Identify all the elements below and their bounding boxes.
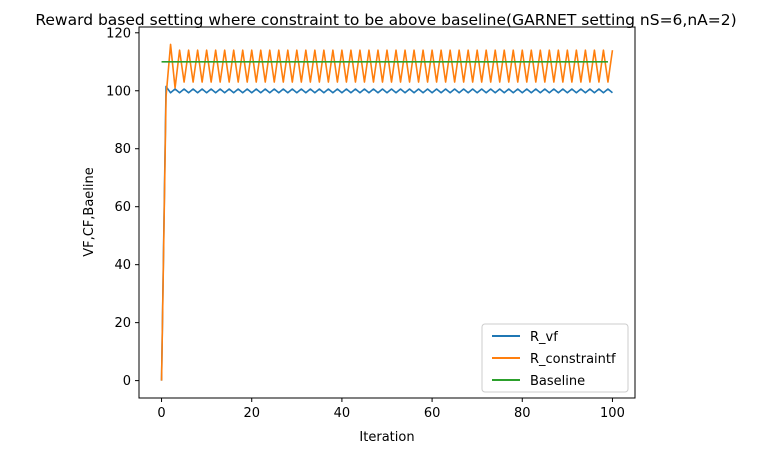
y-axis: 0 20 40 60 80 100 120	[106, 26, 139, 389]
series-line-r-constraintf	[160, 43, 614, 381]
x-axis-label: Iteration	[359, 430, 414, 445]
x-axis: 0 20 40 60 80 100	[157, 398, 625, 421]
y-tick-label: 100	[106, 84, 131, 99]
legend-label-baseline: Baseline	[530, 374, 585, 389]
legend: R_vf R_constraintf Baseline	[481, 323, 629, 393]
y-axis-label: VF,CF,Baeline	[82, 167, 97, 257]
x-tick-label: 80	[514, 406, 531, 421]
legend-label-r-vf: R_vf	[530, 330, 558, 345]
x-tick-label: 0	[157, 406, 165, 421]
y-tick-label: 60	[114, 200, 131, 215]
x-tick-label: 40	[334, 406, 351, 421]
y-tick-label: 120	[106, 26, 131, 41]
legend-box	[481, 323, 629, 393]
x-tick-label: 60	[424, 406, 441, 421]
series-line-r-vf	[160, 85, 613, 381]
x-tick-label: 20	[243, 406, 260, 421]
x-tick-label: 100	[600, 406, 625, 421]
y-tick-label: 40	[114, 258, 131, 273]
y-tick-label: 20	[114, 316, 131, 331]
y-tick-label: 80	[114, 142, 131, 157]
legend-label-r-constraintf: R_constraintf	[530, 352, 616, 367]
plot-area	[138, 26, 636, 399]
plot-frame	[138, 26, 636, 399]
y-tick-label: 0	[123, 374, 131, 389]
chart-title: Reward based setting where constraint to…	[35, 11, 736, 29]
